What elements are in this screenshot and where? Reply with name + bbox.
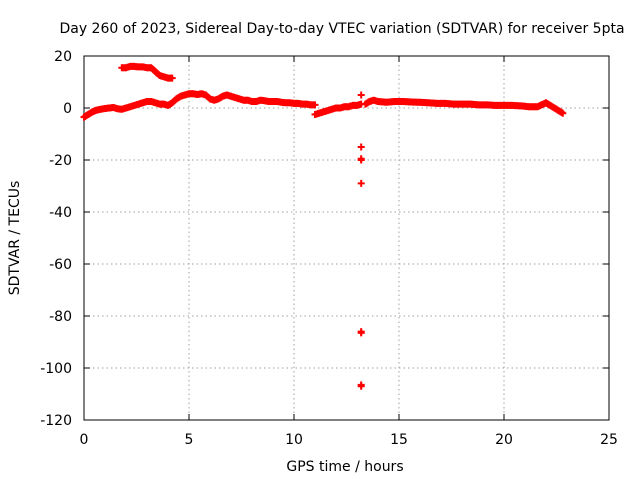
y-tick-label: -20 (49, 153, 72, 169)
data-point-main-track (311, 101, 319, 109)
data-point-outlier (357, 179, 365, 187)
x-tick-label: 20 (495, 432, 513, 448)
y-tick-label: -80 (49, 309, 72, 325)
data-point-outlier (357, 329, 365, 337)
data-points (80, 62, 567, 390)
data-point-late-track (559, 109, 567, 117)
x-tick-label: 15 (390, 432, 408, 448)
data-point-outlier (357, 91, 365, 99)
chart-title: Day 260 of 2023, Sidereal Day-to-day VTE… (59, 21, 624, 37)
y-tick-label: 0 (63, 101, 72, 117)
x-tick-label: 25 (600, 432, 618, 448)
data-point-outlier (357, 143, 365, 151)
plot-frame (83, 55, 610, 421)
y-tick-label: 20 (54, 49, 72, 65)
x-tick-label: 5 (185, 432, 194, 448)
data-point-outlier (357, 382, 365, 390)
y-tick-label: -100 (40, 361, 72, 377)
y-tick-label: -60 (49, 257, 72, 273)
y-axis-label: SDTVAR / TECUs (7, 181, 23, 296)
x-tick-label: 0 (80, 432, 89, 448)
y-tick-label: -120 (40, 413, 72, 429)
data-point-upper-arc (168, 74, 176, 82)
axis-ticks: 0 5 10 15 20 25 20 0 -20 -40 -60 -80 -100 -120 (40, 49, 618, 448)
grid-lines (84, 56, 609, 420)
x-axis-label: GPS time / hours (286, 459, 403, 475)
x-tick-label: 10 (285, 432, 303, 448)
data-point-outlier (357, 156, 365, 164)
y-tick-label: -40 (49, 205, 72, 221)
